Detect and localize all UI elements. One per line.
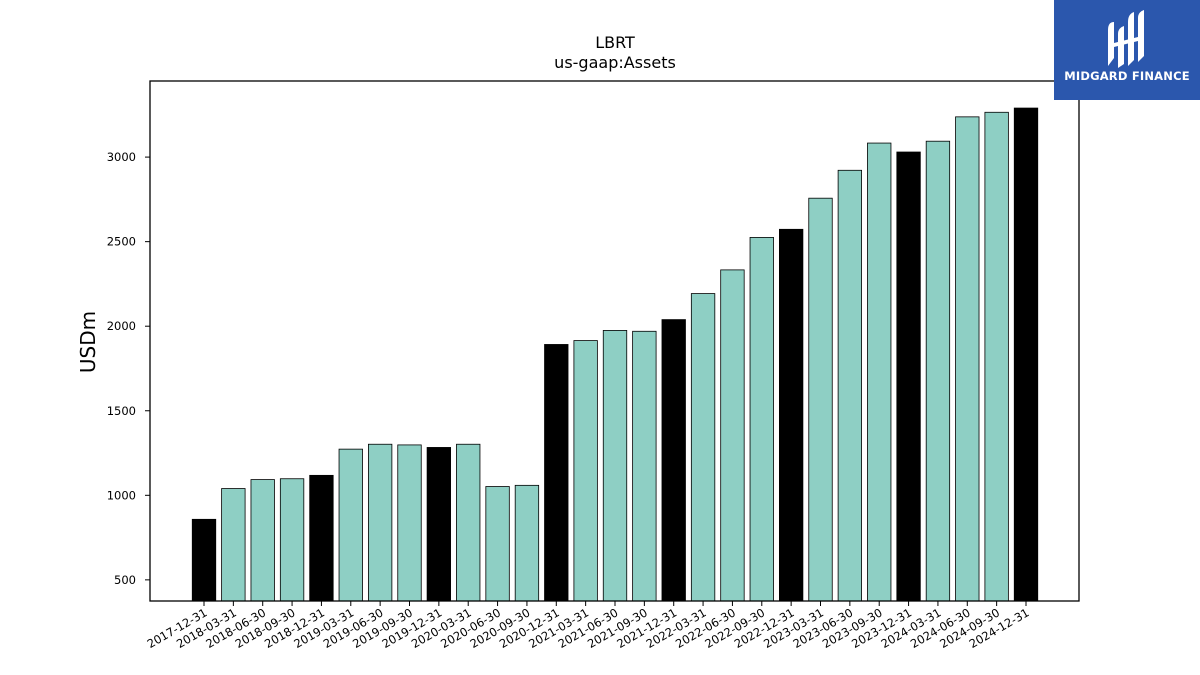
brand-name: MIDGARD FINANCE [1064,69,1190,83]
bar-2024-12-31 [1013,107,1039,602]
bar-2021-03-31 [573,340,598,602]
bar-2024-09-30 [984,111,1009,602]
bar-2024-06-30 [955,116,980,602]
bar-2023-09-30 [867,142,892,602]
brand-logo: MIDGARD FINANCE [1054,0,1200,100]
plot-frame [149,80,1080,602]
bar-2019-03-31 [338,448,363,602]
y-tick-label: 500 [114,573,136,587]
y-tick-label: 2500 [107,235,136,249]
bar-2019-09-30 [397,444,422,602]
bar-2018-06-30 [250,479,275,602]
bar-2020-06-30 [485,486,510,602]
bar-2018-12-31 [309,474,334,602]
chart-subtitle: us-gaap:Assets [554,53,676,72]
bar-2023-03-31 [808,197,833,602]
bar-2021-06-30 [602,330,628,602]
bars-group [191,107,1039,602]
bar-2019-06-30 [367,443,393,602]
y-axis-label: USDm [76,311,100,373]
chart-title: LBRT [595,33,635,52]
bar-2022-12-31 [779,228,804,602]
bar-2018-09-30 [279,478,305,602]
y-ticks-group: 500 1000 1500 2000 2500 3000 [107,150,150,587]
bar-2017-12-31 [191,518,217,602]
bar-2018-03-31 [221,488,246,602]
bar-2020-12-31 [544,344,569,602]
x-ticks-group: 2017-12-312018-03-312018-06-302018-09-30… [145,601,1032,651]
bar-2023-06-30 [837,169,862,602]
bar-2024-03-31 [925,140,951,602]
y-tick-label: 3000 [107,150,136,164]
y-tick-label: 1000 [107,488,136,502]
y-tick-label: 1500 [107,404,136,418]
bar-2022-03-31 [690,293,716,602]
midgard-logo-icon [1108,10,1144,68]
bar-2020-09-30 [514,484,540,602]
y-tick-label: 2000 [107,319,136,333]
bar-2022-09-30 [749,237,774,602]
bar-2023-12-31 [896,151,921,602]
bar-2019-12-31 [426,447,451,602]
bar-2021-12-31 [661,319,686,602]
bar-2020-03-31 [456,443,481,602]
bar-2022-06-30 [720,269,745,602]
bar-2021-09-30 [632,330,657,602]
